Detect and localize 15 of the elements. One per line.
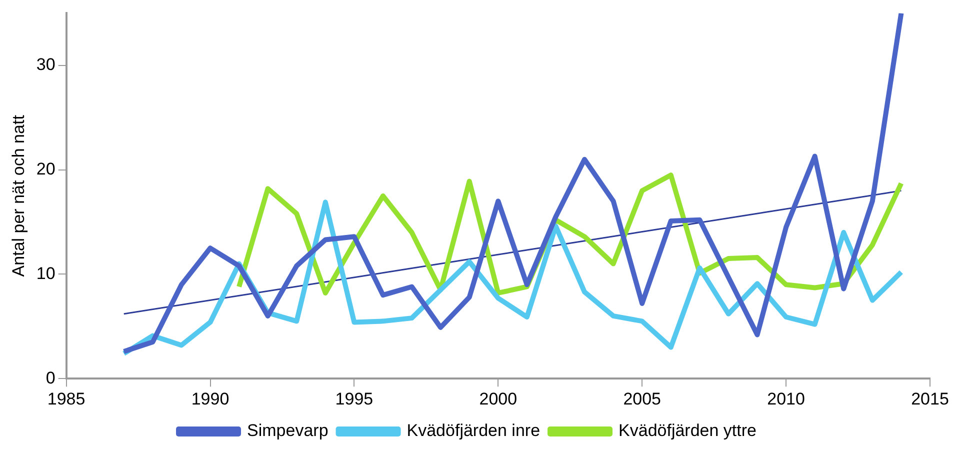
y-tick-label: 0 (46, 368, 56, 388)
legend-label: Simpevarp (247, 421, 328, 440)
x-tick-label: 1995 (335, 389, 374, 408)
y-axis-title: Antal per nät och natt (8, 114, 28, 277)
x-tick-label: 2015 (911, 389, 949, 408)
y-tick-label: 30 (36, 55, 56, 74)
y-tick-label: 10 (36, 264, 56, 283)
x-tick-label: 1985 (47, 389, 86, 408)
x-tick-label: 2010 (767, 389, 805, 408)
legend-label: Kvädöfjärden inre (406, 421, 540, 440)
y-tick-label: 20 (36, 159, 56, 178)
x-tick-label: 1990 (191, 389, 230, 408)
legend-label: Kvädöfjärden yttre (618, 421, 756, 440)
x-tick-label: 2005 (623, 389, 662, 408)
x-tick-label: 2000 (479, 389, 518, 408)
